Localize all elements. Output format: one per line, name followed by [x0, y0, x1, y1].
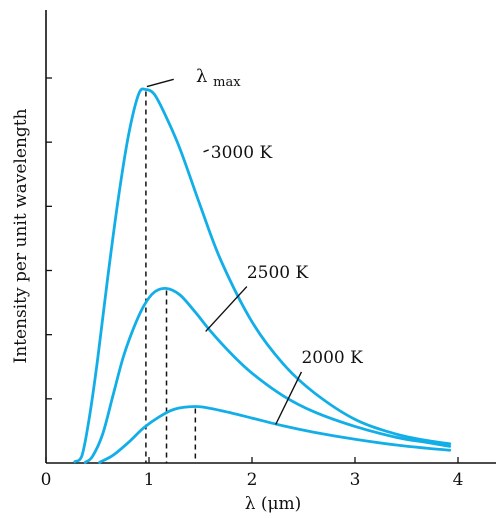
series-lines — [73, 87, 452, 464]
peak-lines — [145, 91, 197, 463]
axes — [45, 10, 496, 464]
lambda-symbol: λ — [196, 66, 207, 87]
x-tick-label: 2 — [247, 470, 258, 490]
series-2000-k-line — [98, 405, 452, 464]
series-label-3000-k: 3000 K — [211, 143, 273, 163]
series-3000-k-line — [73, 87, 452, 464]
leader-line-2000-k — [275, 371, 303, 425]
series-labels: 3000 K 2500 K 2000 K — [211, 143, 363, 368]
y-axis-label: Intensity per unit wavelength — [11, 108, 31, 363]
x-tick-label: 0 — [41, 470, 52, 490]
lambda-max-label: λ max — [196, 66, 241, 90]
series-label-2500-k: 2500 K — [247, 263, 309, 283]
series-label-2000-k: 2000 K — [301, 348, 363, 368]
x-tick-label: 4 — [453, 470, 464, 490]
y-ticks — [46, 77, 52, 400]
x-tick-label: 1 — [144, 470, 155, 490]
x-ticks: 0 1 2 3 4 — [41, 457, 464, 490]
leader-lines — [146, 78, 303, 425]
x-tick-label: 3 — [350, 470, 361, 490]
series-2500-k-line — [83, 286, 452, 464]
x-axis-label: λ (μm) — [245, 494, 302, 514]
leader-line-3000-k — [203, 149, 209, 153]
lambda-subscript: max — [213, 75, 241, 90]
leader-line-2500-k — [205, 286, 248, 332]
lambda-max-leader-line — [146, 78, 174, 88]
